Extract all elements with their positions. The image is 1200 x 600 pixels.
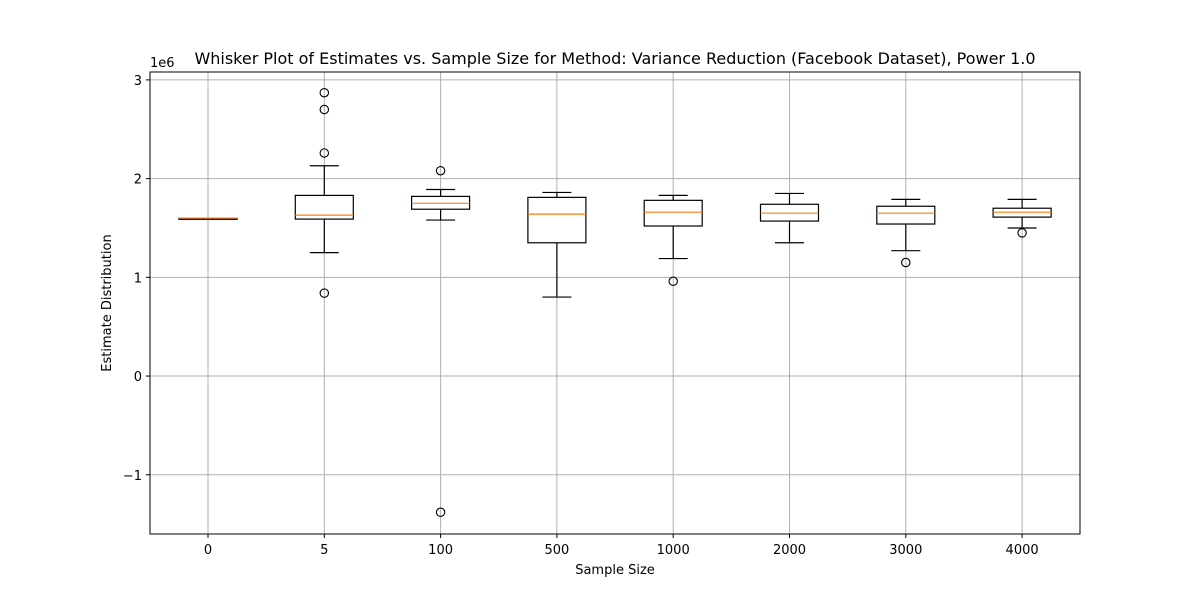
outlier-point [319, 148, 330, 158]
chart-title: Whisker Plot of Estimates vs. Sample Siz… [194, 49, 1035, 68]
box-group-3000 [876, 198, 936, 268]
box-group-5 [294, 87, 354, 298]
box-iqr [876, 205, 936, 225]
box-group-100 [411, 165, 471, 518]
axis-ticks: 0 5 100 500 1000 2000 3000 4000 −1 0 1 2 3 [123, 74, 1039, 558]
outlier-point [319, 104, 330, 115]
box-group-0 [178, 217, 238, 220]
outlier-point [1017, 228, 1027, 238]
y-axis-label: Estimate Distribution [100, 234, 115, 371]
y-tick-label: 1 [134, 271, 142, 286]
outlier-point [319, 87, 330, 98]
outlier-point [668, 276, 678, 287]
box-iqr [294, 194, 354, 220]
box-iqr [527, 196, 587, 244]
outlier-point [901, 257, 911, 268]
x-tick-label: 500 [544, 543, 569, 558]
y-tick-label: 2 [134, 173, 142, 188]
y-tick-label: 0 [134, 370, 142, 385]
box-group-2000 [759, 192, 820, 244]
x-tick-label: 2000 [773, 543, 806, 558]
box-group-4000 [992, 198, 1052, 238]
outlier-point [435, 165, 446, 176]
outlier-point [435, 507, 446, 518]
y-tick-label: −1 [123, 469, 142, 484]
x-axis-label: Sample Size [575, 563, 655, 578]
plot-area-frame [149, 71, 1081, 535]
outlier-point [319, 288, 330, 298]
box-series [178, 87, 1052, 518]
box-group-1000 [643, 194, 703, 287]
x-tick-label: 4000 [1006, 543, 1039, 558]
y-tick-label: 3 [134, 74, 142, 89]
x-tick-label: 1000 [657, 543, 690, 558]
y-axis-scale-label: 1e6 [150, 56, 175, 71]
x-tick-label: 0 [204, 543, 212, 558]
x-tick-label: 100 [428, 543, 453, 558]
box-iqr [643, 199, 703, 227]
box-group-500 [527, 191, 587, 298]
x-tick-label: 3000 [889, 543, 922, 558]
x-tick-label: 5 [320, 543, 328, 558]
grid-lines [150, 72, 1080, 534]
